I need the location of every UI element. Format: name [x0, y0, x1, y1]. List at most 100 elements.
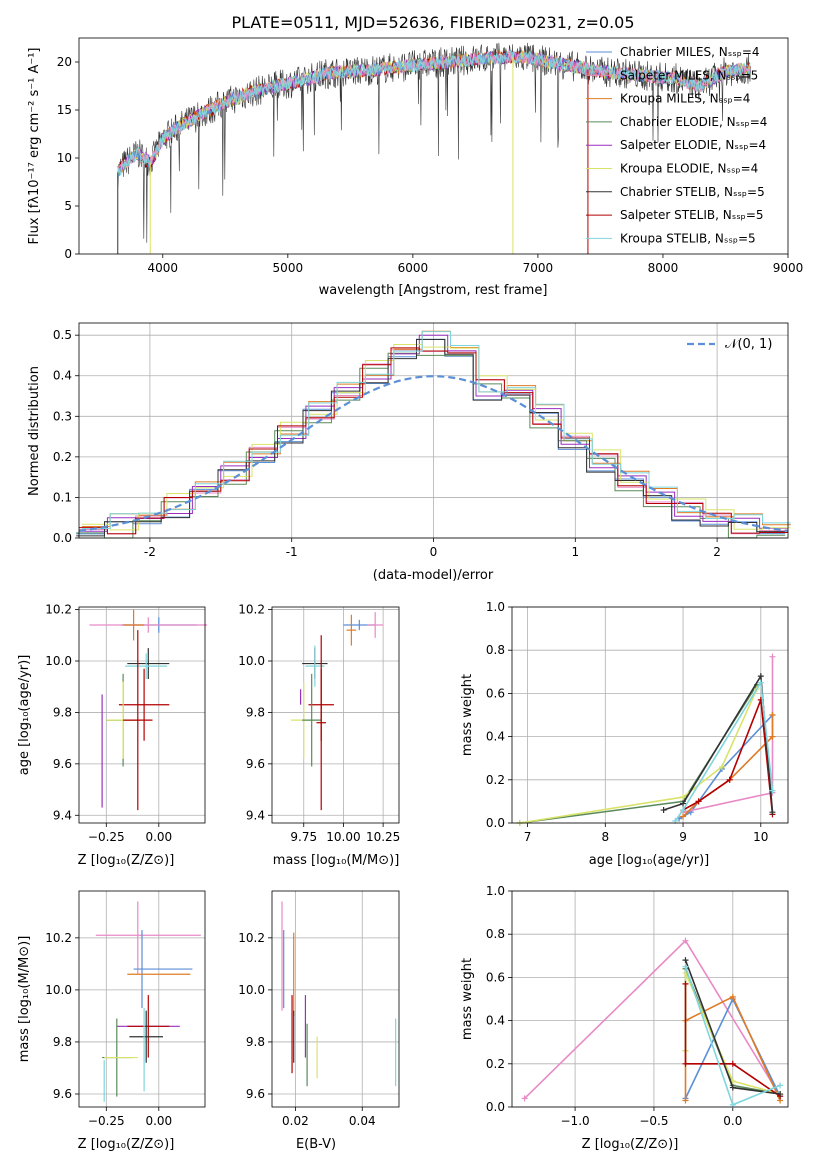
spectrum-x-tick-label: 6000 — [398, 261, 429, 275]
age-weight-marker — [680, 807, 687, 814]
z-mass-y-tick-label: 10.2 — [45, 931, 72, 945]
age-weight-x-tick-label: 8 — [601, 830, 609, 844]
mass-age-plot-area — [272, 607, 399, 823]
z-mass-frame — [78, 890, 206, 1108]
z-weight-marker — [682, 937, 689, 944]
spectrum-y-tick-label: 15 — [57, 103, 72, 117]
age-weight-series-line — [674, 680, 774, 822]
age-weight-series-line — [663, 673, 774, 813]
age-weight-frame — [511, 606, 789, 824]
age-weight-marker — [680, 813, 687, 820]
z-weight-marker — [521, 1095, 528, 1102]
z-weight-x-tick-label: −1.0 — [561, 1114, 590, 1128]
spectrum-x-tick-label: 8000 — [648, 261, 679, 275]
mass-age-y-tick-label: 10.0 — [238, 654, 265, 668]
age-weight-marker — [769, 787, 776, 794]
z-mass-y-tick-label: 10.0 — [45, 983, 72, 997]
age-weight-marker — [680, 794, 687, 801]
residuals-y-tick-label: 0.2 — [53, 450, 72, 464]
residuals-y-tick-label: 0.3 — [53, 409, 72, 423]
z-weight-x-tick-label: 0.0 — [723, 1114, 742, 1128]
z-age-plot-area — [79, 607, 205, 823]
age-weight-y-tick-label: 0.2 — [486, 773, 505, 787]
age-weight-y-tick-label: 0.0 — [486, 816, 505, 830]
age-weight-plot-area — [512, 607, 788, 823]
mass-age-x-tick-label: 10.25 — [366, 830, 400, 844]
mass-age-xlabel: mass [log₁₀(M/M⊙)] — [273, 853, 400, 868]
z-age-axes: −0.25 0.00 9.4 9.6 9.8 10.0 10.2 — [45, 603, 205, 844]
spectrum-y-tick-label: 5 — [64, 199, 72, 213]
age-weight-marker — [680, 800, 687, 807]
spectrum-ylabel: Flux [fλ10⁻¹⁷ erg cm⁻² s⁻¹ A⁻¹] — [27, 48, 42, 245]
ebv-mass-y-tick-label: 9.8 — [246, 1035, 265, 1049]
age-weight-xlabel: age [log₁₀(age/yr)] — [589, 853, 710, 868]
age-weight-y-tick-label: 0.6 — [486, 686, 505, 700]
spectrum-frame — [78, 37, 789, 255]
age-weight-marker — [757, 679, 764, 686]
z-weight-plot-area — [512, 891, 788, 1107]
z-mass-x-tick-label: 0.00 — [145, 1114, 172, 1128]
age-weight-y-tick-label: 1.0 — [486, 600, 505, 614]
z-weight-y-tick-label: 0.4 — [486, 1014, 505, 1028]
spectrum-legend-label: Chabrier STELIB, Nₛₛₚ=5 — [620, 185, 765, 199]
residuals-y-tick-label: 0.1 — [53, 490, 72, 504]
residual-histogram — [81, 331, 791, 529]
residual-histogram — [76, 352, 786, 539]
mass-age-x-tick-label: 9.75 — [290, 830, 317, 844]
mass-age-axes: 9.75 10.00 10.25 9.4 9.6 9.8 10.0 10.2 — [238, 603, 400, 844]
residuals-xlabel: (data-model)/error — [373, 568, 494, 583]
z-age-x-tick-label: 0.00 — [145, 830, 172, 844]
spectrum-y-tick-label: 0 — [64, 247, 72, 261]
spectrum-x-tick-label: 7000 — [523, 261, 554, 275]
age-weight-marker — [660, 807, 667, 814]
z-age-ylabel: age [log₁₀(age/yr)] — [17, 655, 32, 776]
spectrum-legend-label: Chabrier MILES, Nₛₛₚ=4 — [620, 45, 760, 59]
residual-histogram — [79, 334, 788, 532]
age-weight-marker — [769, 809, 776, 816]
mass-age-y-tick-label: 9.8 — [246, 705, 265, 719]
z-age-y-tick-label: 9.8 — [53, 705, 72, 719]
age-weight-ylabel: mass weight — [460, 674, 475, 756]
mass-age-y-tick-label: 10.2 — [238, 603, 265, 617]
gaussian-curve — [78, 375, 789, 532]
age-weight-marker — [718, 763, 725, 770]
mass-age-frame — [271, 606, 400, 824]
residuals-ylabel: Normed distribution — [27, 366, 42, 496]
z-mass-x-tick-label: −0.25 — [88, 1114, 125, 1128]
age-weight-marker — [769, 653, 776, 660]
mass-age-x-tick-label: 10.00 — [326, 830, 360, 844]
ebv-mass-x-tick-label: 0.02 — [282, 1114, 309, 1128]
z-weight-ylabel: mass weight — [460, 958, 475, 1040]
residuals-x-tick-label: -1 — [286, 545, 298, 559]
age-weight-x-tick-label: 9 — [679, 830, 687, 844]
z-weight-marker — [777, 1091, 784, 1098]
z-age-frame — [78, 606, 206, 824]
spectrum-y-tick-label: 20 — [57, 55, 72, 69]
ebv-mass-frame — [271, 890, 400, 1108]
spectrum-legend-label: Kroupa MILES, Nₛₛₚ=4 — [620, 92, 750, 106]
residuals-y-tick-label: 0.5 — [53, 328, 72, 342]
spectrum-y-tick-label: 10 — [57, 151, 72, 165]
spectrum-legend-label: Kroupa STELIB, Nₛₛₚ=5 — [620, 231, 756, 245]
age-weight-axes: 7 8 9 10 0.0 0.2 0.4 0.6 0.8 1.0 — [486, 600, 788, 844]
z-weight-marker — [729, 993, 736, 1000]
z-mass-y-tick-label: 9.8 — [53, 1035, 72, 1049]
z-weight-marker — [682, 980, 689, 987]
age-weight-y-tick-label: 0.8 — [486, 643, 505, 657]
residuals-x-tick-label: 0 — [430, 545, 438, 559]
z-mass-axes: −0.25 0.00 9.6 9.8 10.0 10.2 — [45, 891, 205, 1128]
residuals-y-tick-label: 0.0 — [53, 531, 72, 545]
z-weight-marker — [682, 957, 689, 964]
spectrum-legend-label: Chabrier ELODIE, Nₛₛₚ=4 — [620, 115, 767, 129]
spectrum-legend-label: Salpeter STELIB, Nₛₛₚ=5 — [620, 208, 764, 222]
z-weight-y-tick-label: 0.6 — [486, 970, 505, 984]
z-weight-marker — [777, 1082, 784, 1089]
ebv-mass-plot-area — [272, 891, 399, 1107]
age-weight-marker — [757, 673, 764, 680]
spectrum-legend-label: Salpeter MILES, Nₛₛₚ=5 — [620, 68, 758, 82]
z-weight-y-tick-label: 0.0 — [486, 1100, 505, 1114]
z-mass-xlabel: Z [log₁₀(Z/Z⊙)] — [78, 1137, 175, 1152]
spectrum-legend-label: Kroupa ELODIE, Nₛₛₚ=4 — [620, 162, 758, 176]
z-weight-y-tick-label: 1.0 — [486, 884, 505, 898]
